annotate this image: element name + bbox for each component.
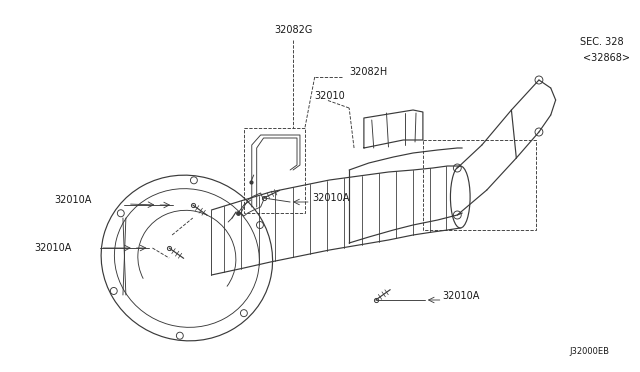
Text: 32010A: 32010A [35, 243, 72, 253]
Text: 32010A: 32010A [443, 291, 480, 301]
Text: 32010A: 32010A [313, 193, 350, 203]
Text: J32000EB: J32000EB [570, 347, 610, 356]
Bar [244, 128, 305, 213]
Bar [423, 140, 536, 230]
Text: 32010: 32010 [315, 91, 346, 101]
Text: 32082G: 32082G [274, 25, 312, 35]
Text: SEC. 328: SEC. 328 [580, 37, 624, 47]
Text: 32010A: 32010A [54, 195, 92, 205]
Text: <32868>: <32868> [583, 53, 630, 63]
Text: 32082H: 32082H [349, 67, 387, 77]
